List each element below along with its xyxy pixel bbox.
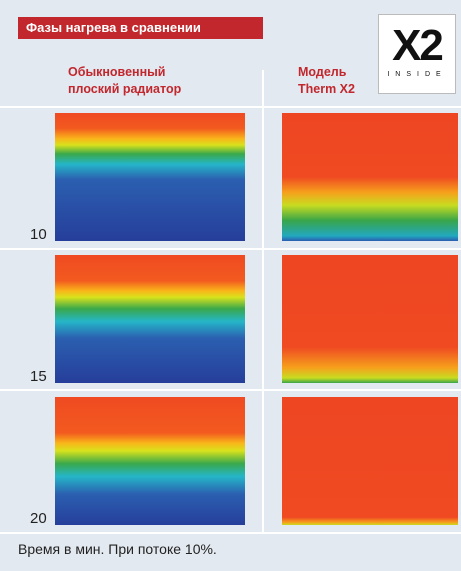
header-line: плоский радиатор [68,81,181,98]
heatmap [55,397,245,525]
row-label: 15 [30,368,47,385]
header-line: Модель [298,64,355,81]
column-header: Модель Therm X2 [298,64,355,98]
heatmap [55,255,245,383]
title: Фазы нагрева в сравнении [18,17,263,39]
row-line [0,389,461,391]
column-header: Обыкновенный плоский радиатор [68,64,181,98]
logo: X2 INSIDE [378,14,456,94]
header-line: Обыкновенный [68,64,181,81]
logo-text: INSIDE [379,71,455,78]
row-label: 20 [30,510,47,527]
logo-mark: X2 [379,21,455,71]
footer: Время в мин. При потоке 10%. [18,541,217,557]
header-line: Therm X2 [298,81,355,98]
heatmap [282,255,458,383]
heatmap [282,113,458,241]
heatmap [282,397,458,525]
row-line [0,532,461,534]
row-label: 10 [30,226,47,243]
row-line [0,248,461,250]
divider [262,70,264,533]
heatmap [55,113,245,241]
page: Фазы нагрева в сравнении X2 INSIDE Обыкн… [0,0,461,571]
row-line [0,106,461,108]
